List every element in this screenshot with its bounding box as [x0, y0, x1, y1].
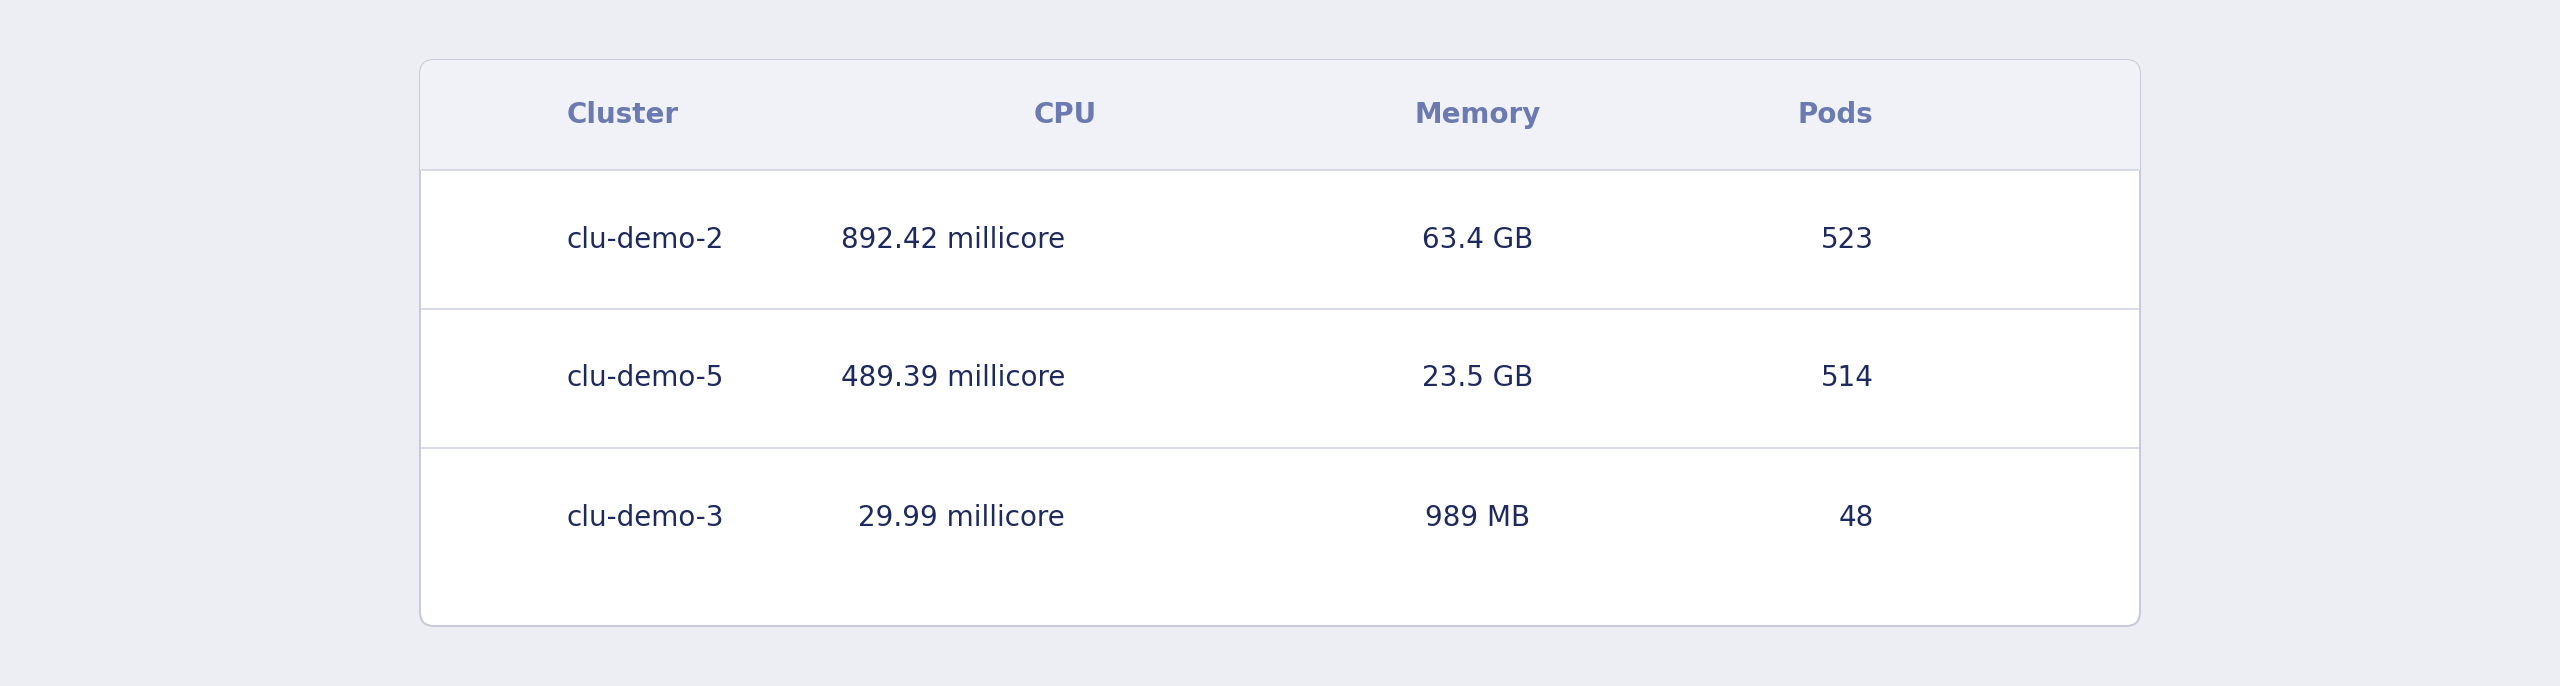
Text: 489.39 millicore: 489.39 millicore	[840, 364, 1065, 392]
Text: clu-demo-2: clu-demo-2	[566, 226, 724, 254]
Text: clu-demo-3: clu-demo-3	[566, 504, 724, 532]
Text: clu-demo-5: clu-demo-5	[566, 364, 724, 392]
Text: Memory: Memory	[1416, 101, 1541, 129]
Text: 63.4 GB: 63.4 GB	[1423, 226, 1533, 254]
Text: Cluster: Cluster	[566, 101, 678, 129]
FancyBboxPatch shape	[420, 60, 2140, 170]
Text: 48: 48	[1838, 504, 1874, 532]
Text: CPU: CPU	[1034, 101, 1096, 129]
Text: 29.99 millicore: 29.99 millicore	[858, 504, 1065, 532]
FancyBboxPatch shape	[420, 60, 2140, 626]
Bar	[420, 115, 2140, 170]
Text: 523: 523	[1820, 226, 1874, 254]
Text: Pods: Pods	[1797, 101, 1874, 129]
Text: 989 MB: 989 MB	[1426, 504, 1531, 532]
Text: 23.5 GB: 23.5 GB	[1423, 364, 1533, 392]
Text: 892.42 millicore: 892.42 millicore	[840, 226, 1065, 254]
Text: 514: 514	[1820, 364, 1874, 392]
